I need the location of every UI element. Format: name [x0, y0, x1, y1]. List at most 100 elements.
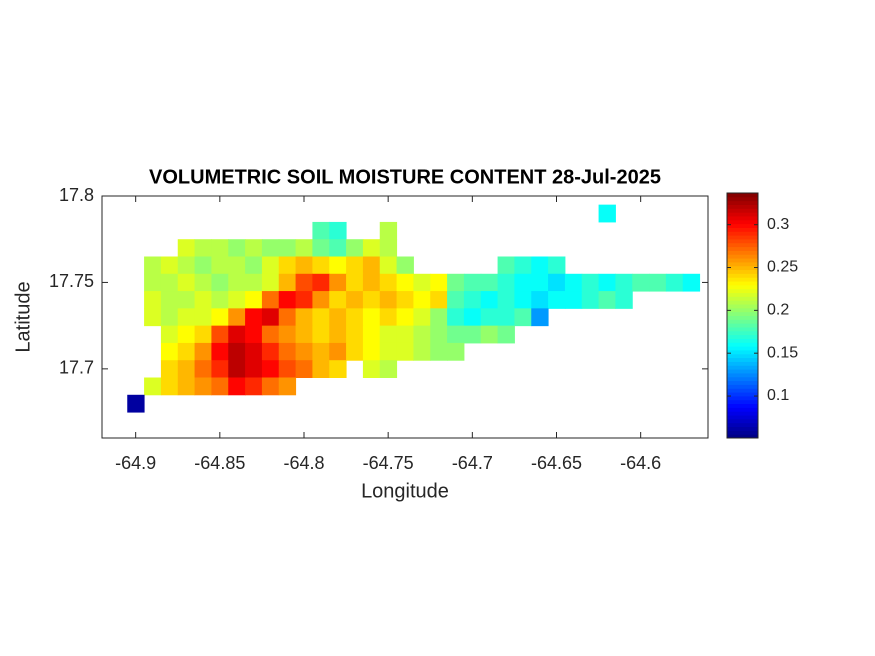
heatmap-cell [430, 325, 448, 344]
y-axis-label: Latitude [12, 281, 34, 352]
heatmap-cell [329, 291, 347, 309]
heatmap-cell [564, 291, 583, 309]
heatmap-cell [598, 204, 616, 223]
heatmap-cell [581, 273, 600, 292]
colorbar-segment [727, 384, 758, 389]
heatmap-cell [514, 273, 532, 292]
heatmap-cell [295, 360, 313, 378]
heatmap-cell [396, 256, 414, 275]
colorbar-segment [727, 334, 758, 339]
heatmap-cell [447, 273, 465, 292]
x-tick-label: -64.6 [620, 453, 661, 473]
heatmap-cell [211, 256, 229, 275]
heatmap-cell [480, 308, 499, 327]
heatmap-cell [160, 325, 179, 344]
heatmap-cell [379, 273, 398, 292]
colorbar-segment [727, 422, 758, 428]
heatmap-cell [548, 291, 566, 309]
colorbar-segment [727, 411, 758, 416]
heatmap-cell [548, 256, 566, 275]
heatmap-cell [362, 239, 381, 257]
heatmap-cell [261, 342, 280, 361]
heatmap-cell [497, 256, 515, 275]
heatmap-cell [598, 273, 616, 292]
heatmap-cell [514, 291, 532, 309]
heatmap-cell [245, 256, 263, 275]
colorbar-segment [727, 242, 758, 248]
colorbar-segment [727, 338, 758, 343]
heatmap-cell [329, 342, 347, 361]
heatmap-cell [564, 273, 583, 292]
heatmap-cell [245, 377, 263, 396]
heatmap-cell [177, 360, 196, 378]
colorbar-segment [727, 380, 758, 385]
heatmap-cell [177, 325, 196, 344]
heatmap-cell [211, 360, 229, 378]
heatmap-cell [228, 273, 246, 292]
heatmap-cell [329, 325, 347, 344]
colorbar-segment [727, 403, 758, 408]
heatmap-cell [228, 360, 246, 378]
heatmap-cell [329, 256, 347, 275]
heatmap-cell [379, 325, 398, 344]
heatmap-cell [312, 239, 330, 257]
heatmap-cell [245, 342, 263, 361]
heatmap-cell [480, 325, 499, 344]
heatmap-cell [194, 273, 212, 292]
heatmap-cell [194, 239, 212, 257]
heatmap-cell [379, 221, 398, 240]
heatmap-cell [615, 291, 633, 309]
colorbar-tick-label: 0.3 [767, 216, 789, 233]
heatmap-cell [346, 325, 364, 344]
heatmap-cell [160, 291, 179, 309]
heatmap-cell [160, 273, 179, 292]
heatmap-cell [312, 325, 330, 344]
heatmap-cell [413, 308, 431, 327]
heatmap-cell [430, 342, 448, 361]
heatmap-cell [548, 273, 566, 292]
x-tick-label: -64.7 [452, 453, 493, 473]
x-tick-label: -64.85 [194, 453, 245, 473]
colorbar-segment [727, 200, 758, 205]
heatmap-cell [362, 256, 381, 275]
heatmap-cell [228, 291, 246, 309]
heatmap-cell [228, 308, 246, 327]
heatmap-cell [261, 377, 280, 396]
heatmap-cell [312, 273, 330, 292]
heatmap-cell [278, 273, 297, 292]
heatmap-cell [346, 239, 364, 257]
colorbar-segment [727, 315, 758, 320]
heatmap-cell [177, 273, 196, 292]
heatmap-cell [598, 291, 616, 309]
colorbar-segment [727, 319, 758, 324]
heatmap-cell [278, 308, 297, 327]
heatmap-cell [447, 308, 465, 327]
heatmap-cell [447, 291, 465, 309]
heatmap-cell [144, 308, 162, 327]
heatmap-cell [211, 308, 229, 327]
colorbar-segment [727, 326, 758, 332]
colorbar-segment [727, 399, 758, 405]
colorbar-tick-label: 0.1 [767, 387, 789, 404]
heatmap-cell [295, 325, 313, 344]
colorbar-segment [727, 215, 758, 221]
heatmap-cell [430, 273, 448, 292]
heatmap-cell [177, 308, 196, 327]
heatmap-cell [581, 291, 600, 309]
colorbar-segment [727, 361, 758, 366]
heatmap-cell [396, 273, 414, 292]
colorbar-segment [727, 265, 758, 271]
heatmap-cell [463, 291, 482, 309]
heatmap-cell [261, 256, 280, 275]
heatmap-cell [211, 291, 229, 309]
heatmap-cell [396, 291, 414, 309]
colorbar-tick-label: 0.2 [767, 302, 789, 319]
heatmap-cell [245, 291, 263, 309]
heatmap-cell [312, 342, 330, 361]
x-tick-label: -64.65 [531, 453, 582, 473]
heatmap-cell [295, 342, 313, 361]
colorbar-segment [727, 208, 758, 213]
colorbar-segment [727, 353, 758, 359]
heatmap-cell [261, 291, 280, 309]
